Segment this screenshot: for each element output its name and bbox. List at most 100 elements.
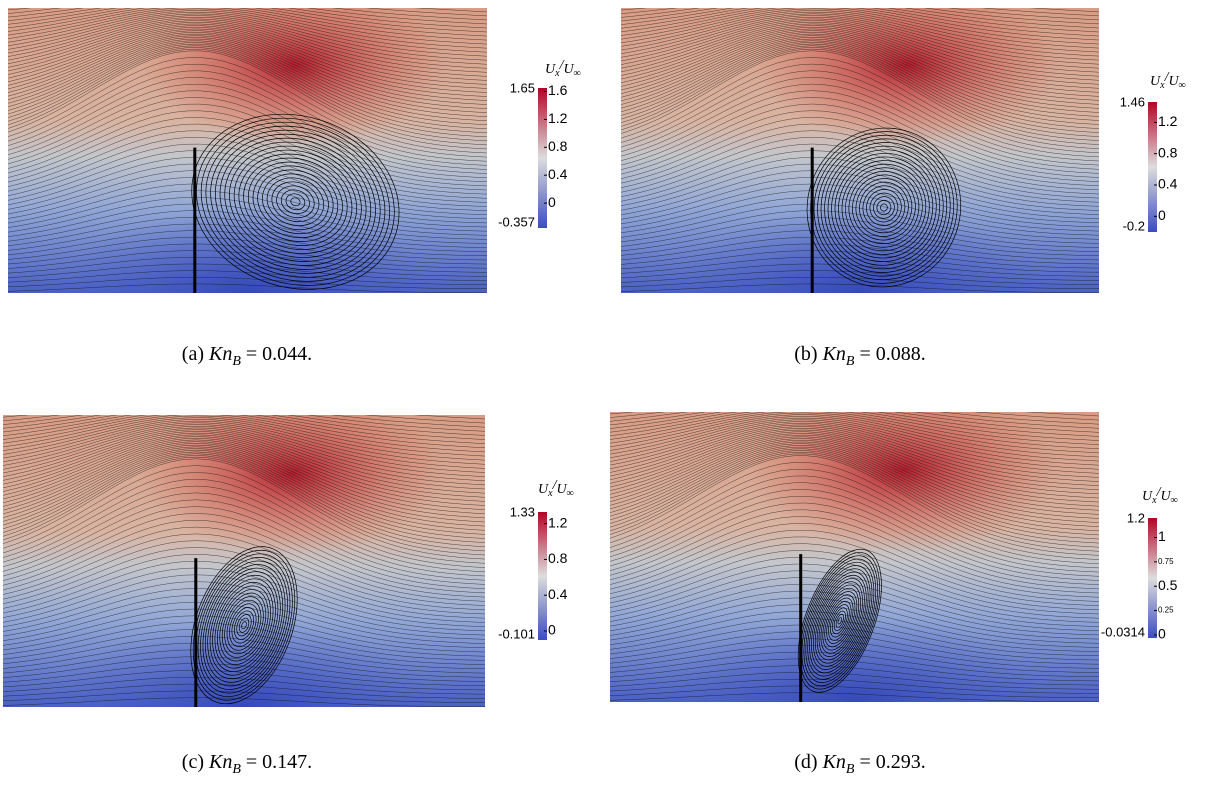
streamline — [610, 412, 1099, 425]
streamline — [8, 243, 487, 269]
vortex-streamline — [827, 149, 941, 266]
streamline — [8, 8, 487, 29]
caption-label: (a) — [181, 343, 204, 365]
streamline — [8, 203, 487, 244]
streamline — [621, 163, 1099, 219]
colorbar-title-part: U — [1160, 489, 1171, 504]
vortex-streamline — [838, 160, 930, 255]
colorbar-title: Ux/U∞ — [1142, 485, 1178, 506]
colorbar-title-part: x — [1159, 80, 1165, 91]
streamline — [8, 283, 487, 293]
streamline — [610, 414, 1099, 458]
streamline — [621, 40, 1099, 125]
streamline — [621, 130, 1099, 199]
vortex-streamline — [835, 613, 844, 628]
streamline — [610, 692, 1099, 702]
streamline — [621, 170, 1099, 224]
colorbar-title-part: x — [547, 488, 553, 499]
vortex-streamline — [859, 181, 909, 234]
streamline — [8, 230, 487, 261]
streamline — [621, 110, 1099, 186]
streamline — [621, 8, 1099, 49]
colorbar-min-label: -0.357 — [498, 214, 535, 229]
streamline — [610, 509, 1099, 590]
streamline — [3, 608, 485, 653]
streamline — [8, 8, 487, 45]
vortex-streamline — [257, 169, 334, 235]
streamline — [8, 25, 487, 89]
streamline — [621, 47, 1099, 141]
vortex-streamline — [197, 557, 291, 694]
streamline — [610, 412, 1099, 437]
vortex-streamline — [262, 173, 329, 231]
streamline — [3, 417, 485, 461]
vortex-streamline — [212, 578, 276, 673]
streamline — [8, 30, 487, 101]
streamline — [610, 516, 1099, 594]
vortex-streamline — [243, 157, 348, 246]
streamline — [1097, 8, 1099, 9]
low-velocity-region — [668, 207, 1052, 293]
streamline — [610, 450, 1099, 544]
streamline — [8, 8, 487, 33]
streamline — [3, 415, 485, 453]
colorbar-max-label: 1.2 — [1127, 510, 1145, 525]
streamline — [3, 436, 485, 506]
streamline — [610, 422, 1099, 478]
streamline — [621, 28, 1099, 97]
streamline — [621, 70, 1099, 162]
streamline — [621, 103, 1099, 182]
streamline — [621, 8, 1099, 17]
streamline — [610, 523, 1099, 598]
streamline — [8, 270, 487, 285]
streamline — [610, 638, 1099, 669]
streamline — [621, 277, 1099, 289]
streamline — [610, 441, 1099, 523]
vortex-streamline — [866, 189, 902, 226]
vortex-streamline — [200, 560, 288, 690]
streamline — [621, 20, 1099, 77]
colorbar-tick-label: 0 — [548, 194, 556, 210]
vortex-streamline — [834, 156, 934, 259]
streamline — [610, 421, 1099, 474]
streamline — [610, 563, 1099, 623]
vortex-streamline — [828, 600, 852, 641]
colorbar-tick-label: 0.4 — [548, 586, 568, 602]
streamline — [621, 30, 1099, 101]
streamline — [8, 123, 487, 195]
streamline — [3, 533, 485, 606]
streamline — [3, 697, 485, 707]
streamline — [621, 43, 1099, 133]
streamline — [3, 439, 485, 515]
streamline — [8, 18, 487, 73]
vortex-streamline — [280, 189, 310, 215]
streamline — [621, 123, 1099, 195]
streamline — [610, 645, 1099, 673]
streamline — [610, 502, 1099, 585]
streamline — [8, 190, 487, 236]
streamline — [3, 415, 485, 440]
streamline — [3, 601, 485, 648]
streamline — [3, 622, 485, 661]
vortex-streamline — [196, 117, 395, 286]
colorbar-min-label: -0.101 — [498, 626, 535, 641]
streamline — [3, 595, 485, 644]
streamline — [610, 550, 1099, 615]
vortex-streamline — [190, 546, 298, 705]
vortex-streamline — [820, 587, 860, 654]
vortex-streamline — [219, 137, 372, 266]
streamline — [610, 416, 1099, 462]
streamline — [621, 243, 1099, 269]
streamline — [610, 412, 1099, 454]
streamline — [8, 277, 487, 289]
colorbar-title-part: U — [1142, 489, 1153, 504]
colorbar-tick-label: 1.6 — [548, 82, 568, 98]
caption-symbol: Kn — [209, 343, 233, 365]
streamline — [484, 8, 487, 9]
streamline — [3, 444, 485, 527]
streamline — [621, 33, 1099, 109]
streamline — [8, 32, 487, 105]
caption-relation: = 0.293. — [859, 751, 926, 773]
streamline — [621, 143, 1099, 207]
streamline — [8, 110, 487, 187]
